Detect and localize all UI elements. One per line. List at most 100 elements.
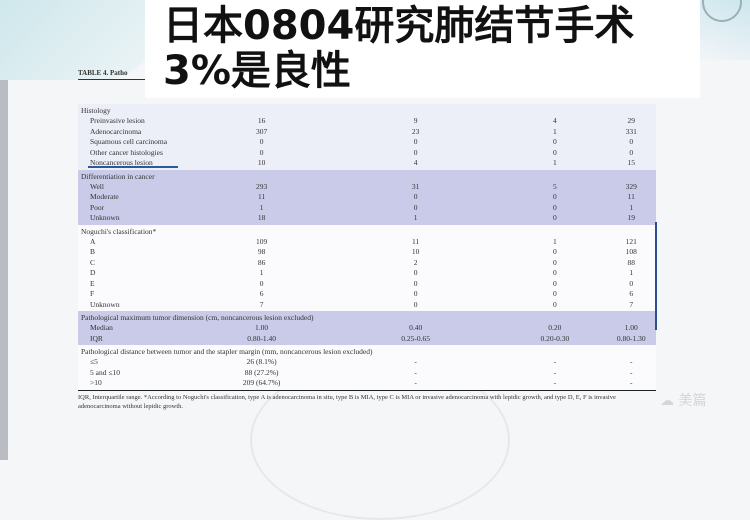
table-cell: 0: [552, 192, 557, 201]
table-cell: 0: [552, 268, 557, 277]
table-cell: 0: [552, 247, 557, 256]
table-cell: 7: [629, 299, 634, 309]
table-cell: 0: [552, 137, 557, 146]
table-cell: 16: [257, 116, 266, 125]
table-cell: 23: [411, 126, 420, 136]
table-cell: 109: [255, 236, 268, 246]
table-cell: 10: [411, 247, 420, 256]
table-cell: 331: [625, 126, 637, 136]
table-cell: 10: [257, 158, 266, 167]
watermark: ☁ 美篇: [660, 390, 706, 410]
table-cell: 0: [413, 137, 418, 146]
table-footnote: IQR, Interquartile range. *According to …: [78, 394, 616, 410]
table-section: Histology Preinvasive lesion 16 9 4 29 Adenoca…: [78, 104, 656, 170]
table-cell: 0: [552, 202, 557, 212]
table-row: Moderate 11 0 0 11: [78, 192, 656, 203]
table-cell: 1: [413, 213, 418, 222]
table-caption: TABLE 4. Patho: [78, 69, 146, 80]
table-cell: 0: [629, 147, 634, 157]
table-cell: 0: [552, 299, 557, 309]
table-cell: 0: [413, 268, 418, 277]
table-cell: 1: [629, 268, 634, 277]
watermark-text: 美篇: [678, 393, 707, 409]
row-label: E: [90, 278, 95, 288]
table-cell: 4: [552, 116, 557, 125]
table-cell: 108: [625, 247, 637, 256]
table-row: Unknown 7 0 0 7: [78, 300, 656, 311]
row-label: Unknown: [90, 213, 120, 222]
table-cell: -: [553, 367, 557, 377]
table-cell: 11: [627, 192, 635, 201]
table-row: Well 293 31 5 329: [78, 182, 656, 193]
table-row: Noncancerous lesion 10 4 1 15: [78, 158, 656, 169]
table-cell: 1: [629, 202, 634, 212]
table-cell: 329: [625, 181, 637, 191]
logo-seal: [702, 0, 742, 22]
table-section: Differentiation in cancer Well 293 31 5 329 Mo…: [78, 169, 656, 225]
table-cell: 11: [257, 192, 266, 201]
row-label: 5 and ≤10: [90, 367, 120, 377]
table-row: Adenocarcinoma 307 23 1 331: [78, 127, 656, 138]
table-cell: 0: [259, 147, 264, 157]
data-table: Histology Preinvasive lesion 16 9 4 29 Adenoca…: [78, 104, 656, 411]
table-cell: 1: [259, 202, 264, 212]
table-cell: 0: [552, 147, 557, 157]
row-label: Poor: [90, 202, 105, 212]
table-cell: 1: [552, 158, 557, 167]
table-cell: 0: [552, 257, 557, 267]
row-label: Noncancerous lesion: [90, 158, 153, 167]
table-cell: 4: [413, 158, 418, 167]
title-line-1: 日本0804研究肺结节手术: [163, 3, 635, 49]
table-row: Poor 1 0 0 1: [78, 203, 656, 214]
table-cell: 9: [413, 116, 418, 125]
table-cell: 121: [625, 236, 637, 246]
section-header: Noguchi's classification*: [81, 226, 157, 236]
table-cell: 19: [627, 213, 635, 222]
row-label: F: [90, 289, 95, 298]
left-edge-strip: [0, 0, 8, 460]
row-label: Moderate: [90, 192, 119, 201]
slide-decoration-right: [690, 0, 750, 60]
table-cell: 0: [629, 137, 634, 146]
row-label: A: [90, 236, 96, 246]
row-label: >10: [90, 378, 102, 387]
table-section: Pathological maximum tumor dimension (cm…: [78, 311, 656, 345]
table-row: F 6 0 0 6: [78, 289, 656, 300]
row-label: Adenocarcinoma: [90, 126, 142, 136]
table-cell: 29: [627, 116, 635, 125]
table-cell: 18: [257, 213, 266, 222]
row-label: ≤5: [90, 357, 98, 366]
overlay-title: 日本0804研究肺结节手术 3%是良性: [145, 0, 700, 98]
table-cell: 26 (8.1%): [246, 357, 277, 366]
table-cell: 6: [259, 289, 264, 298]
table-cell: 86: [257, 257, 266, 267]
row-label: Median: [90, 323, 113, 332]
table-cell: -: [414, 367, 417, 377]
section-header: Differentiation in cancer: [81, 171, 155, 181]
table-row: Other cancer histologies 0 0 0 0: [78, 148, 656, 159]
section-header: Pathological maximum tumor dimension (cm…: [81, 313, 314, 322]
table-row: C 86 2 0 88: [78, 258, 656, 269]
table-section: Pathological distance between tumor and …: [78, 345, 656, 390]
table-row: Preinvasive lesion 16 9 4 29: [78, 116, 656, 127]
table-cell: 0: [552, 278, 557, 288]
annotation-vertical-line: [655, 222, 657, 330]
table-cell: 0.80-1.40: [247, 333, 276, 343]
table-cell: 1.00: [624, 323, 638, 332]
table-row: ≤5 26 (8.1%) - - -: [78, 357, 656, 368]
row-label: Other cancer histologies: [90, 147, 163, 157]
table-cell: 0: [413, 289, 418, 298]
table-row: B 98 10 0 108: [78, 247, 656, 258]
table-row: A 109 11 1 121: [78, 237, 656, 248]
annotation-underline: [88, 166, 178, 168]
row-label: B: [90, 247, 96, 256]
table-cell: 0.40: [409, 323, 423, 332]
table-cell: 0.25-0.65: [401, 333, 431, 343]
table-bottom-rule: [78, 389, 656, 391]
slide-decoration: [0, 0, 160, 80]
table-cell: 0: [413, 192, 418, 201]
table-cell: -: [414, 357, 417, 366]
table-cell: 11: [412, 236, 420, 246]
table-row: E 0 0 0 0: [78, 279, 656, 290]
row-label: Preinvasive lesion: [90, 116, 145, 125]
